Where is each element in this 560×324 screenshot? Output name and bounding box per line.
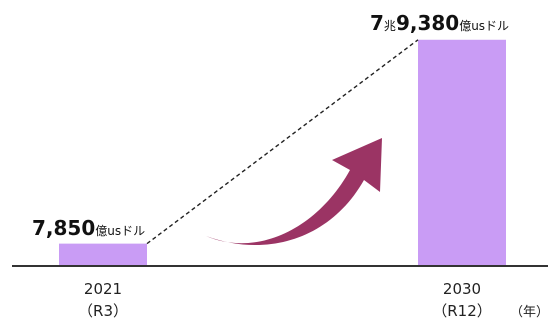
growth-arrow-icon: [206, 138, 382, 246]
x-tick-sublabel-2030: （R12）: [432, 302, 492, 320]
bars-group: [59, 39, 506, 266]
value-label-part: 億usドル: [95, 224, 145, 238]
bar-2021: [59, 243, 147, 266]
tick-labels-group: 2021 （R3） 2030 （R12）: [78, 280, 492, 320]
value-label-part: 9,380: [396, 11, 459, 35]
bar-2030: [418, 39, 506, 266]
trend-dashed-line: [146, 39, 419, 245]
x-tick-sublabel-2021: （R3）: [78, 302, 128, 320]
value-label-2030: 7兆9,380億usドル: [370, 11, 509, 35]
x-axis-unit-label: （年）: [510, 305, 549, 320]
value-label-part: 7,850: [32, 216, 95, 240]
value-label-2021: 7,850億usドル: [32, 216, 145, 240]
value-label-part: 億usドル: [459, 19, 509, 33]
x-tick-label-2021: 2021: [84, 280, 122, 298]
x-tick-label-2030: 2030: [443, 280, 481, 298]
value-label-part: 7: [370, 11, 384, 35]
value-label-part: 兆: [384, 19, 396, 33]
